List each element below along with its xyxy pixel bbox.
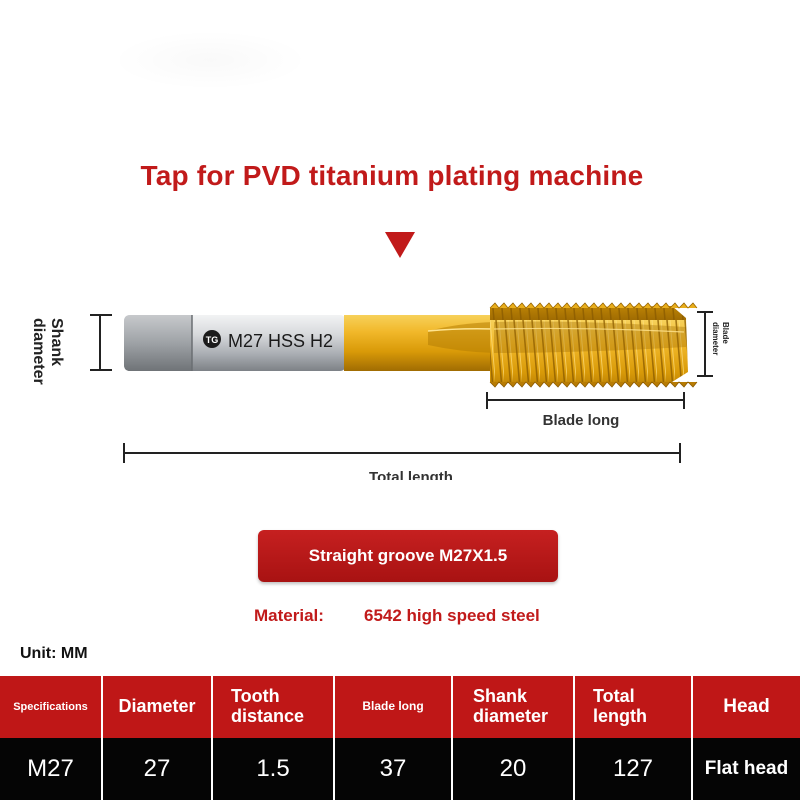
cell-total-length: 127 xyxy=(574,738,693,800)
blade-diameter-label-1: Blade xyxy=(721,322,730,344)
material-value: 6542 high speed steel xyxy=(364,606,540,625)
page-title: Tap for PVD titanium plating machine xyxy=(140,160,644,191)
material-label: Material: xyxy=(254,606,324,625)
cell-shank-diameter: 20 xyxy=(452,738,575,800)
blade-diameter-bracket xyxy=(697,311,713,377)
shank-diameter-label-1: Shank xyxy=(48,318,65,366)
brand-logo-icon: TG xyxy=(203,330,221,348)
blade-diameter-label-2: diameter xyxy=(711,322,720,355)
cell-head: Flat head xyxy=(692,738,800,800)
table-row: M27 27 1.5 37 20 127 Flat head xyxy=(0,738,800,800)
header-diameter: Diameter xyxy=(102,676,213,738)
header-head: Head xyxy=(692,676,800,738)
tap-marking: M27 HSS H2 xyxy=(228,331,333,351)
unit-label: Unit: MM xyxy=(20,645,88,662)
cell-blade-long: 37 xyxy=(334,738,453,800)
total-length-label: Total length xyxy=(369,469,453,480)
spec-table-header-row: Specifications Diameter Tooth distance B… xyxy=(0,676,800,738)
tap-square-end xyxy=(124,315,192,371)
header-blade-long: Blade long xyxy=(334,676,453,738)
tap-illustration: TG M27 HSS H2 Blade diameter Blade long … xyxy=(30,302,730,480)
groove-type-badge: Straight groove M27X1.5 xyxy=(258,530,558,582)
total-length-line xyxy=(123,443,681,463)
header-shank-diameter: Shank diameter xyxy=(452,676,575,738)
cell-specifications: M27 xyxy=(0,738,103,800)
shank-diameter-label-2: diameter xyxy=(30,318,47,385)
svg-text:TG: TG xyxy=(206,335,219,345)
cell-tooth-distance: 1.5 xyxy=(212,738,335,800)
blade-long-line xyxy=(486,392,685,409)
down-triangle-icon xyxy=(385,232,415,258)
tap-threaded-blade xyxy=(490,306,688,382)
shank-diameter-bracket xyxy=(90,314,112,371)
header-tooth-distance: Tooth distance xyxy=(212,676,335,738)
faint-background-mark xyxy=(110,30,310,90)
spec-table: Specifications Diameter Tooth distance B… xyxy=(0,676,800,800)
header-specifications: Specifications xyxy=(0,676,103,738)
blade-long-label: Blade long xyxy=(543,412,620,429)
header-total-length: Total length xyxy=(574,676,693,738)
cell-diameter: 27 xyxy=(102,738,213,800)
